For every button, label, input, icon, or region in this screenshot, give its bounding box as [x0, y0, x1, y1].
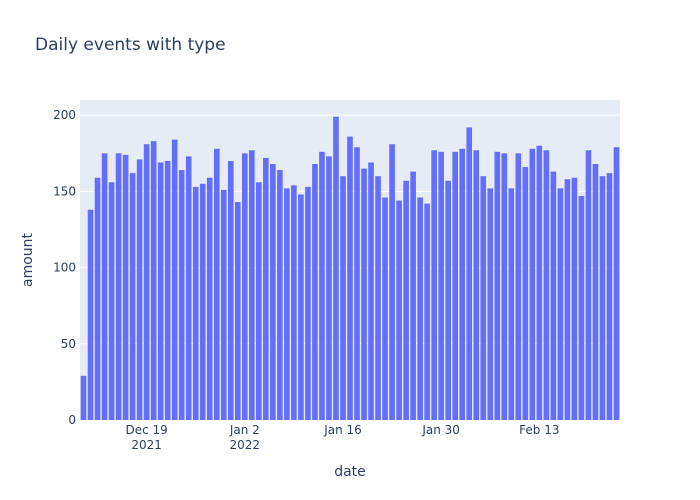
- y-tick-label: 0: [68, 413, 76, 427]
- bar[interactable]: [396, 200, 402, 420]
- x-axis-title: date: [334, 464, 366, 480]
- bar[interactable]: [150, 141, 157, 420]
- bar[interactable]: [192, 186, 199, 420]
- bar[interactable]: [171, 139, 178, 420]
- bar-series: [80, 116, 620, 421]
- bar[interactable]: [157, 162, 164, 420]
- bar[interactable]: [522, 167, 529, 420]
- bar[interactable]: [550, 171, 557, 420]
- bar[interactable]: [592, 164, 599, 420]
- bar[interactable]: [242, 153, 248, 421]
- x-tick-label: Dec 19: [125, 423, 167, 437]
- bar[interactable]: [543, 150, 550, 421]
- x-tick-label: Jan 2: [229, 423, 260, 437]
- bar[interactable]: [206, 177, 213, 420]
- bar[interactable]: [459, 148, 466, 420]
- bar[interactable]: [333, 116, 339, 420]
- bar[interactable]: [445, 180, 451, 420]
- y-tick-label: 150: [53, 184, 76, 198]
- bar[interactable]: [382, 197, 388, 420]
- bar[interactable]: [529, 148, 536, 420]
- bar[interactable]: [319, 151, 325, 421]
- bar[interactable]: [234, 202, 241, 420]
- bar[interactable]: [143, 144, 150, 420]
- bar[interactable]: [256, 182, 262, 420]
- bar[interactable]: [403, 180, 409, 420]
- bar[interactable]: [199, 183, 206, 420]
- bar[interactable]: [424, 203, 430, 420]
- bar[interactable]: [101, 153, 108, 421]
- x-tick-label: Jan 30: [421, 423, 460, 437]
- bar[interactable]: [305, 186, 311, 420]
- x-tick-year-label: 2022: [230, 438, 261, 452]
- bar[interactable]: [115, 153, 122, 421]
- bar[interactable]: [326, 156, 332, 420]
- bar[interactable]: [108, 182, 115, 420]
- y-tick-label: 200: [53, 108, 76, 122]
- bar[interactable]: [270, 164, 276, 420]
- y-axis-ticks: 0 50 100 150 200: [53, 108, 76, 427]
- bar[interactable]: [312, 164, 318, 420]
- bar[interactable]: [389, 144, 395, 420]
- y-tick-label: 100: [53, 261, 76, 275]
- bar[interactable]: [431, 150, 437, 421]
- bar[interactable]: [375, 176, 381, 420]
- x-tick-label: Jan 16: [323, 423, 362, 437]
- bar[interactable]: [578, 196, 585, 420]
- bar[interactable]: [129, 173, 136, 420]
- bar[interactable]: [494, 151, 501, 421]
- bar[interactable]: [438, 151, 444, 421]
- x-tick-year-label: 2021: [131, 438, 162, 452]
- bar[interactable]: [178, 170, 185, 420]
- y-tick-label: 50: [61, 337, 76, 351]
- bar[interactable]: [452, 151, 458, 421]
- bar[interactable]: [585, 150, 592, 421]
- bar[interactable]: [557, 188, 564, 420]
- bar[interactable]: [480, 176, 487, 420]
- bar[interactable]: [249, 150, 255, 421]
- bar[interactable]: [417, 197, 423, 420]
- bar[interactable]: [410, 171, 416, 420]
- bar[interactable]: [536, 145, 543, 420]
- bar[interactable]: [220, 189, 227, 420]
- bar[interactable]: [80, 375, 87, 420]
- chart-title: Daily events with type: [35, 35, 226, 55]
- bar[interactable]: [87, 209, 94, 420]
- bar[interactable]: [515, 153, 522, 421]
- bar[interactable]: [136, 159, 143, 420]
- bar[interactable]: [284, 188, 290, 420]
- bar[interactable]: [508, 188, 515, 420]
- bar[interactable]: [213, 148, 220, 420]
- bar[interactable]: [564, 179, 571, 420]
- bar[interactable]: [263, 157, 269, 420]
- bar[interactable]: [347, 136, 353, 421]
- bar[interactable]: [487, 188, 494, 420]
- x-tick-label: Feb 13: [519, 423, 559, 437]
- bar[interactable]: [613, 147, 620, 420]
- y-axis-title: amount: [20, 232, 36, 287]
- bar[interactable]: [599, 176, 606, 420]
- bar[interactable]: [571, 177, 578, 420]
- bar[interactable]: [94, 177, 101, 420]
- bar[interactable]: [340, 176, 346, 420]
- bar[interactable]: [277, 170, 283, 420]
- bar[interactable]: [501, 153, 508, 421]
- bar[interactable]: [361, 168, 367, 420]
- bar[interactable]: [606, 173, 613, 420]
- bar[interactable]: [354, 147, 360, 420]
- bar[interactable]: [298, 194, 304, 420]
- bar[interactable]: [227, 160, 234, 420]
- bar[interactable]: [122, 154, 129, 420]
- bar[interactable]: [291, 185, 297, 420]
- bar[interactable]: [466, 127, 473, 420]
- bar[interactable]: [473, 150, 480, 421]
- bar[interactable]: [185, 156, 192, 420]
- bar[interactable]: [368, 162, 374, 420]
- bar[interactable]: [164, 160, 171, 420]
